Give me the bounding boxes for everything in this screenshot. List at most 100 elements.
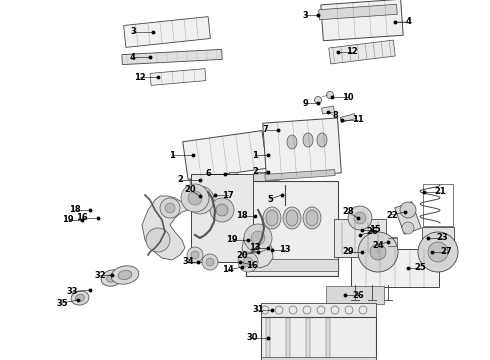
Ellipse shape — [306, 210, 318, 226]
Text: 12: 12 — [346, 48, 358, 57]
Circle shape — [348, 206, 372, 230]
Polygon shape — [190, 172, 280, 188]
Text: 24: 24 — [372, 240, 384, 249]
Text: 27: 27 — [440, 248, 452, 256]
Circle shape — [238, 252, 258, 272]
Text: 9: 9 — [302, 99, 308, 108]
Text: 3: 3 — [130, 27, 136, 36]
Polygon shape — [261, 317, 375, 360]
Polygon shape — [246, 180, 338, 275]
Circle shape — [188, 191, 202, 205]
Text: 28: 28 — [342, 207, 354, 216]
Ellipse shape — [303, 207, 321, 229]
Text: 7: 7 — [262, 126, 268, 135]
Circle shape — [244, 224, 272, 252]
Text: 2: 2 — [177, 175, 183, 184]
Text: 20: 20 — [184, 185, 196, 194]
Text: 18: 18 — [69, 206, 81, 215]
Polygon shape — [326, 318, 330, 360]
Circle shape — [191, 251, 199, 259]
Text: 13: 13 — [249, 243, 261, 252]
Text: 26: 26 — [352, 291, 364, 300]
Circle shape — [193, 193, 207, 207]
Text: 12: 12 — [134, 72, 146, 81]
Polygon shape — [326, 286, 384, 304]
Circle shape — [165, 203, 175, 213]
Text: 1: 1 — [169, 150, 175, 159]
Polygon shape — [123, 17, 210, 48]
Polygon shape — [266, 318, 270, 360]
Text: 26: 26 — [366, 228, 378, 237]
Text: 5: 5 — [267, 194, 273, 203]
Text: 4: 4 — [129, 53, 135, 62]
Circle shape — [277, 123, 287, 133]
Polygon shape — [321, 0, 403, 41]
Text: 13: 13 — [279, 246, 291, 255]
Text: 3: 3 — [302, 10, 308, 19]
Text: 2: 2 — [252, 167, 258, 176]
Ellipse shape — [111, 266, 139, 284]
Ellipse shape — [101, 270, 123, 286]
Polygon shape — [150, 69, 206, 85]
Text: 1: 1 — [252, 150, 258, 159]
Circle shape — [160, 198, 180, 218]
Text: 19: 19 — [62, 216, 74, 225]
Text: 33: 33 — [66, 288, 78, 297]
Ellipse shape — [266, 210, 278, 226]
Ellipse shape — [107, 274, 118, 282]
Ellipse shape — [287, 135, 297, 149]
Circle shape — [400, 202, 416, 218]
Text: 21: 21 — [434, 188, 446, 197]
Text: 6: 6 — [205, 170, 211, 179]
Text: 15: 15 — [369, 225, 381, 234]
Circle shape — [251, 231, 265, 245]
Polygon shape — [183, 131, 267, 179]
Text: 16: 16 — [76, 213, 88, 222]
Text: 14: 14 — [222, 266, 234, 274]
Polygon shape — [334, 219, 386, 257]
Text: 22: 22 — [386, 211, 398, 220]
Polygon shape — [282, 200, 288, 210]
Polygon shape — [191, 174, 253, 262]
Circle shape — [187, 247, 203, 263]
Circle shape — [358, 232, 398, 272]
Circle shape — [326, 91, 334, 99]
Circle shape — [186, 186, 214, 214]
Ellipse shape — [317, 133, 327, 147]
Text: 4: 4 — [405, 18, 411, 27]
Polygon shape — [329, 40, 395, 64]
Text: 8: 8 — [332, 112, 338, 121]
Text: 32: 32 — [94, 270, 106, 279]
Polygon shape — [340, 114, 356, 122]
Polygon shape — [122, 49, 222, 64]
Polygon shape — [261, 303, 375, 317]
Text: 35: 35 — [56, 298, 68, 307]
Polygon shape — [286, 318, 290, 360]
Polygon shape — [263, 118, 342, 178]
Ellipse shape — [263, 207, 281, 229]
Ellipse shape — [71, 291, 89, 305]
Polygon shape — [242, 230, 273, 268]
Ellipse shape — [303, 133, 313, 147]
Circle shape — [206, 258, 214, 266]
Ellipse shape — [118, 270, 132, 280]
Polygon shape — [321, 106, 335, 114]
Text: 30: 30 — [246, 333, 258, 342]
Circle shape — [428, 242, 448, 262]
Circle shape — [216, 204, 228, 216]
Text: 34: 34 — [182, 257, 194, 266]
Text: 29: 29 — [342, 248, 354, 256]
Polygon shape — [422, 227, 454, 249]
Circle shape — [202, 254, 218, 270]
Polygon shape — [261, 357, 375, 360]
Text: 17: 17 — [222, 190, 234, 199]
Text: 10: 10 — [342, 93, 354, 102]
Polygon shape — [319, 4, 397, 20]
Polygon shape — [395, 202, 421, 234]
Text: 11: 11 — [352, 116, 364, 125]
Polygon shape — [306, 318, 310, 360]
Polygon shape — [229, 172, 237, 176]
Text: 25: 25 — [414, 264, 426, 273]
Circle shape — [402, 222, 414, 234]
Text: 19: 19 — [226, 235, 238, 244]
